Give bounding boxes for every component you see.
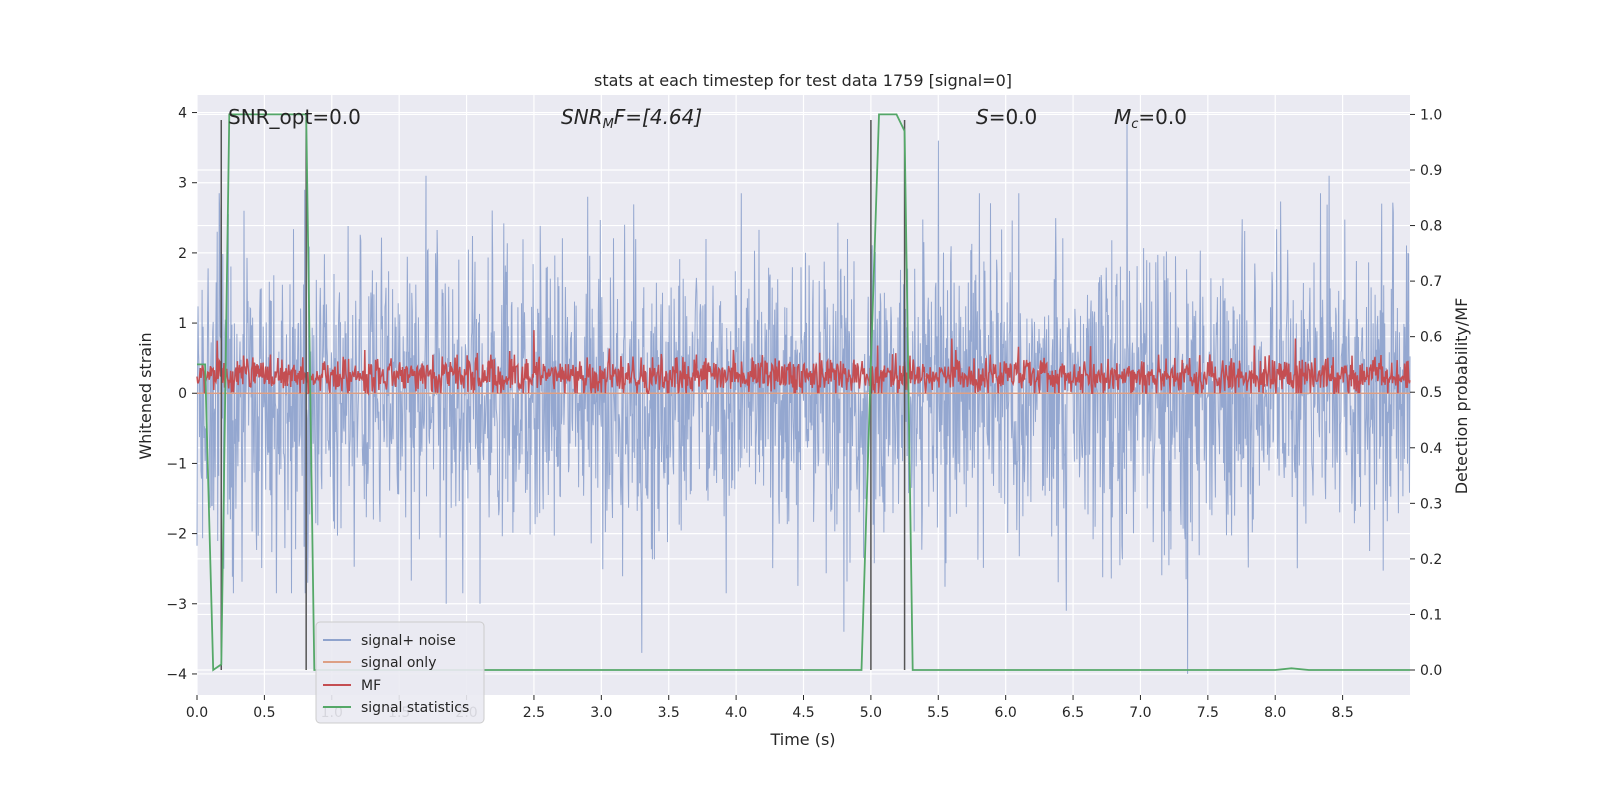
annotation-s-italic: S (976, 105, 989, 129)
y-right-tick-label-3: 0.3 (1420, 496, 1442, 512)
y-left-tick-label-1: −3 (166, 597, 187, 613)
x-tick-label-12: 6.0 (995, 705, 1017, 721)
line-mf (196, 330, 1411, 396)
x-tick-label-0: 0.0 (186, 705, 208, 721)
y-right-tick-label-8: 0.8 (1420, 219, 1442, 235)
y-left-tick-label-6: 2 (178, 246, 187, 262)
y-left-tick-label-7: 3 (178, 176, 187, 192)
x-tick-label-14: 7.0 (1129, 705, 1151, 721)
y-right-tick-label-10: 1.0 (1420, 107, 1442, 123)
legend-label-signal-only: signal only (361, 655, 436, 671)
y-left-tick-label-2: −2 (166, 527, 187, 543)
annotation-mc-value: =0.0 (1138, 105, 1187, 129)
series-mf (196, 330, 1411, 396)
annotation-snr-opt: SNR_opt=0.0 (228, 105, 361, 129)
series-signal-statistics (197, 113, 1410, 672)
x-tick-label-11: 5.5 (927, 705, 949, 721)
x-tick-label-6: 3.0 (590, 705, 612, 721)
y-right-tick-label-5: 0.5 (1420, 385, 1442, 401)
x-axis-label: Time (s) (769, 730, 835, 749)
annotation-mc: Mc=0.0 (1114, 105, 1187, 132)
x-tick-label-7: 3.5 (658, 705, 680, 721)
y-left-tick-label-0: −4 (166, 667, 187, 683)
legend-box (315, 621, 485, 724)
annotation-mc-sub: c (1131, 117, 1138, 132)
y-right-tick-label-6: 0.6 (1420, 330, 1442, 346)
y-right-tick-label-9: 0.9 (1420, 163, 1442, 179)
legend-label-mf: MF (361, 678, 381, 694)
annotation-snr-mf-suffix: F=[4.64] (614, 105, 702, 129)
annotation-snr-mf-prefix: SNR (561, 105, 603, 129)
x-tick-label-9: 4.5 (792, 705, 814, 721)
y-left-tick-label-3: −1 (166, 456, 187, 472)
x-tick-label-16: 8.0 (1264, 705, 1286, 721)
y-left-axis-ticks: −4 −3 −2 −1 0 1 2 3 4 (166, 106, 197, 683)
y-right-tick-label-4: 0.4 (1420, 441, 1442, 457)
line-signal-statistics (197, 113, 1410, 672)
x-tick-label-15: 7.5 (1197, 705, 1219, 721)
y-right-tick-label-1: 0.1 (1420, 607, 1442, 623)
chart-title: stats at each timestep for test data 175… (594, 71, 1012, 90)
annotation-snr-mf: SNRMF=[4.64] (561, 105, 702, 132)
y-left-tick-label-5: 1 (178, 316, 187, 332)
x-tick-label-10: 5.0 (860, 705, 882, 721)
y-right-tick-label-2: 0.2 (1420, 552, 1442, 568)
x-tick-label-1: 0.5 (253, 705, 275, 721)
x-tick-label-13: 6.5 (1062, 705, 1084, 721)
y-right-tick-label-7: 0.7 (1420, 274, 1442, 290)
y-right-tick-label-0: 0.0 (1420, 663, 1442, 679)
legend-label-signal-statistics: signal statistics (361, 700, 469, 716)
y-right-axis-ticks: 0.0 0.1 0.2 0.3 0.4 0.5 0.6 0.7 0.8 0.9 1.0 (1410, 107, 1442, 679)
x-tick-label-8: 4.0 (725, 705, 747, 721)
legend-label-signal-plus-noise: signal+ noise (361, 633, 456, 649)
annotation-mc-italic: M (1114, 105, 1131, 129)
annotation-s-value: =0.0 (989, 105, 1038, 129)
vertical-markers (220, 120, 906, 670)
y-left-axis-label: Whitened strain (136, 332, 155, 459)
y-left-tick-label-8: 4 (178, 106, 187, 122)
y-left-tick-label-4: 0 (178, 386, 187, 402)
y-right-axis-label: Detection probability/MF (1452, 298, 1471, 495)
legend: signal+ noise signal only MF signal stat… (315, 621, 485, 724)
x-tick-label-5: 2.5 (523, 705, 545, 721)
x-tick-label-17: 8.5 (1331, 705, 1353, 721)
annotation-s: S=0.0 (976, 105, 1037, 129)
annotation-snr-mf-sub: M (603, 117, 614, 132)
